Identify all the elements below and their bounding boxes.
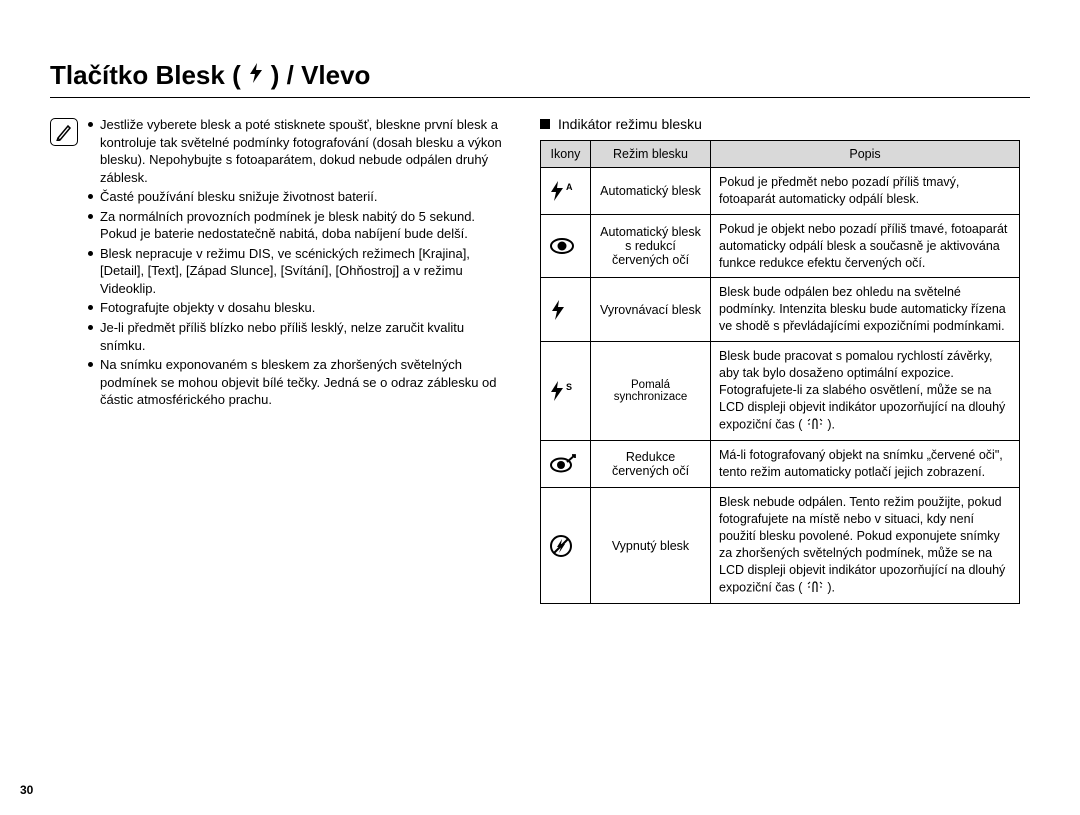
shake-hand-icon xyxy=(806,579,824,598)
shake-hand-icon xyxy=(806,416,824,435)
mode-desc: Pokud je objekt nebo pozadí příliš tmavé… xyxy=(711,214,1020,278)
eye-fix-icon xyxy=(541,441,591,488)
list-item: Časté používání blesku snižuje životnost… xyxy=(88,188,510,206)
flash-off-icon xyxy=(541,488,591,604)
mode-name: Vypnutý blesk xyxy=(591,488,711,604)
title-prefix: Tlačítko Blesk ( xyxy=(50,60,241,91)
list-item: Jestliže vyberete blesk a poté stisknete… xyxy=(88,116,510,186)
mode-desc: Má-li fotografovaný objekt na snímku „če… xyxy=(711,441,1020,488)
title-suffix: ) / Vlevo xyxy=(271,60,371,91)
table-row: S Pomalá synchronizace Blesk bude pracov… xyxy=(541,342,1020,441)
col-desc: Popis xyxy=(711,141,1020,168)
mode-name: Redukce červených očí xyxy=(591,441,711,488)
col-mode: Režim blesku xyxy=(591,141,711,168)
list-item: Na snímku exponovaném s bleskem za zhorš… xyxy=(88,356,510,409)
desc-text: ). xyxy=(827,417,835,431)
mode-desc: Blesk nebude odpálen. Tento režim použij… xyxy=(711,488,1020,604)
mode-desc: Pokud je předmět nebo pozadí příliš tmav… xyxy=(711,168,1020,215)
table-row: Vyrovnávací blesk Blesk bude odpálen bez… xyxy=(541,278,1020,342)
table-row: Redukce červených očí Má-li fotografovan… xyxy=(541,441,1020,488)
table-row: Vypnutý blesk Blesk nebude odpálen. Tent… xyxy=(541,488,1020,604)
subheading-text: Indikátor režimu blesku xyxy=(558,116,702,132)
notes-list: Jestliže vyberete blesk a poté stisknete… xyxy=(88,116,510,604)
list-item: Za normálních provozních podmínek je ble… xyxy=(88,208,510,243)
mode-name: Automatický blesk s redukcí červených oč… xyxy=(591,214,711,278)
svg-text:A: A xyxy=(566,182,573,192)
list-item: Blesk nepracuje v režimu DIS, ve scénick… xyxy=(88,245,510,298)
svg-text:S: S xyxy=(566,382,572,392)
mode-desc: Blesk bude odpálen bez ohledu na světeln… xyxy=(711,278,1020,342)
flash-mode-table: Ikony Režim blesku Popis A Automatický b… xyxy=(540,140,1020,604)
flash-icon xyxy=(247,60,265,91)
flash-icon xyxy=(541,278,591,342)
mode-name: Automatický blesk xyxy=(591,168,711,215)
desc-text: Blesk bude pracovat s pomalou rychlostí … xyxy=(719,349,1005,431)
flash-slow-icon: S xyxy=(541,342,591,441)
note-icon xyxy=(50,118,78,146)
table-header-row: Ikony Režim blesku Popis xyxy=(541,141,1020,168)
left-column: Jestliže vyberete blesk a poté stisknete… xyxy=(50,116,510,604)
list-item: Fotografujte objekty v dosahu blesku. xyxy=(88,299,510,317)
right-column: Indikátor režimu blesku Ikony Režim bles… xyxy=(540,116,1020,604)
mode-name: Vyrovnávací blesk xyxy=(591,278,711,342)
square-bullet-icon xyxy=(540,119,550,129)
flash-auto-icon: A xyxy=(541,168,591,215)
mode-name: Pomalá synchronizace xyxy=(591,342,711,441)
content-columns: Jestliže vyberete blesk a poté stisknete… xyxy=(50,116,1030,604)
page-number: 30 xyxy=(20,783,33,797)
eye-icon xyxy=(541,214,591,278)
page-title: Tlačítko Blesk ( ) / Vlevo xyxy=(50,60,1030,98)
subheading: Indikátor režimu blesku xyxy=(540,116,1020,132)
mode-desc: Blesk bude pracovat s pomalou rychlostí … xyxy=(711,342,1020,441)
list-item: Je-li předmět příliš blízko nebo příliš … xyxy=(88,319,510,354)
desc-text: ). xyxy=(827,580,835,594)
desc-text: Blesk nebude odpálen. Tento režim použij… xyxy=(719,495,1005,594)
table-row: A Automatický blesk Pokud je předmět neb… xyxy=(541,168,1020,215)
col-icons: Ikony xyxy=(541,141,591,168)
table-row: Automatický blesk s redukcí červených oč… xyxy=(541,214,1020,278)
